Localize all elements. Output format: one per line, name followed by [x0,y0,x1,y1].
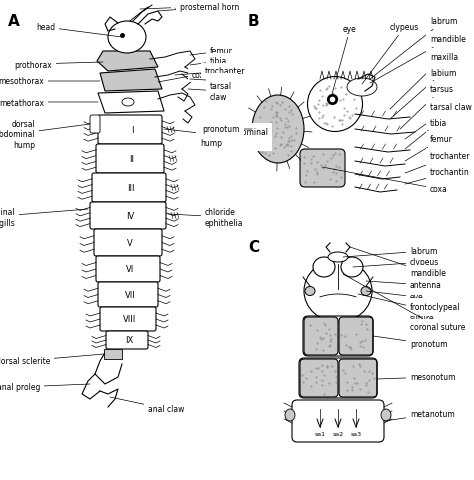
FancyBboxPatch shape [94,229,162,256]
Ellipse shape [252,96,304,164]
Text: chloride
ephithelia: chloride ephithelia [168,208,244,227]
Text: eye: eye [332,25,357,95]
FancyBboxPatch shape [300,359,338,397]
FancyBboxPatch shape [106,331,148,349]
Text: abdominal
tracheal gills: abdominal tracheal gills [0,208,88,227]
Text: labium: labium [390,68,456,120]
Text: anal claw: anal claw [110,397,184,414]
Text: metathorax: metathorax [0,98,98,107]
FancyBboxPatch shape [292,400,384,442]
Text: pronotum: pronotum [202,125,252,134]
Bar [104,349,122,359]
Text: coxa: coxa [322,168,448,194]
Text: prothorax: prothorax [14,60,103,69]
Text: clypeus: clypeus [353,258,439,267]
Ellipse shape [305,287,315,296]
Text: IV: IV [126,212,134,220]
Ellipse shape [341,257,363,277]
Text: tarsus: tarsus [190,77,234,86]
Text: I: I [131,126,133,135]
Text: VII: VII [125,290,136,300]
Text: mandible: mandible [370,36,466,84]
FancyBboxPatch shape [92,174,166,203]
Text: II: II [129,155,135,164]
Text: frontoclypeal
suture: frontoclypeal suture [358,294,461,322]
FancyBboxPatch shape [90,116,100,134]
Text: femur: femur [190,48,233,56]
Polygon shape [100,70,162,92]
Text: sa2: sa2 [332,431,344,436]
Text: labrum: labrum [370,17,457,80]
Text: head: head [36,24,122,38]
Text: sa3: sa3 [350,431,362,436]
Text: B: B [248,14,260,29]
Ellipse shape [285,409,295,421]
Text: mandible: mandible [350,248,446,278]
FancyBboxPatch shape [304,317,338,355]
Text: eye: eye [366,291,424,302]
Text: prosternal horn: prosternal horn [158,3,239,12]
Text: C: C [248,240,259,254]
Text: tibia: tibia [190,58,227,66]
Text: tarsal
claw: tarsal claw [188,82,232,101]
Text: III: III [127,184,135,192]
Ellipse shape [361,287,371,296]
FancyBboxPatch shape [90,203,166,229]
Text: IX: IX [125,336,133,345]
Text: antenna: antenna [140,3,207,12]
FancyBboxPatch shape [100,307,156,331]
Text: coronal suture: coronal suture [343,275,465,332]
Text: clypeus: clypeus [362,24,419,85]
Text: coxa: coxa [158,71,210,83]
Ellipse shape [328,252,348,263]
Text: A: A [8,14,20,29]
Text: dorsal sclerite: dorsal sclerite [0,354,104,366]
Text: V: V [127,239,133,248]
FancyBboxPatch shape [300,150,345,188]
Text: dorsal
abdominal
hump: dorsal abdominal hump [0,120,90,150]
Ellipse shape [381,409,391,421]
FancyBboxPatch shape [339,359,377,397]
Text: trochantin: trochantin [405,168,470,185]
Text: sa1: sa1 [315,431,326,436]
Ellipse shape [347,79,377,97]
Text: labrum: labrum [343,247,438,257]
Text: VIII: VIII [123,315,137,324]
Text: femur: femur [405,135,453,162]
Ellipse shape [308,77,363,132]
Text: metanotum: metanotum [384,409,455,421]
Text: maxilla: maxilla [390,52,458,110]
Text: trochanter: trochanter [405,152,471,174]
FancyBboxPatch shape [96,144,164,174]
Text: pronotum: pronotum [373,336,447,349]
Polygon shape [97,52,158,72]
Text: tarsal claw: tarsal claw [405,102,472,140]
Text: lateral abdominal
hump: lateral abdominal hump [164,128,268,147]
Ellipse shape [313,257,335,277]
Ellipse shape [108,22,146,54]
FancyBboxPatch shape [98,282,158,307]
Text: VI: VI [126,265,134,274]
Ellipse shape [122,99,134,107]
Text: anal proleg: anal proleg [0,383,90,392]
Text: mesothorax: mesothorax [0,77,100,86]
Text: antenna: antenna [366,281,442,290]
Text: tibia: tibia [405,118,447,150]
FancyBboxPatch shape [96,256,160,282]
FancyBboxPatch shape [98,116,162,144]
FancyBboxPatch shape [339,317,373,355]
Polygon shape [98,92,164,114]
Ellipse shape [304,261,372,323]
Text: trochanter: trochanter [175,67,246,76]
Text: tarsus: tarsus [400,85,454,130]
Text: mesonotum: mesonotum [377,373,456,382]
